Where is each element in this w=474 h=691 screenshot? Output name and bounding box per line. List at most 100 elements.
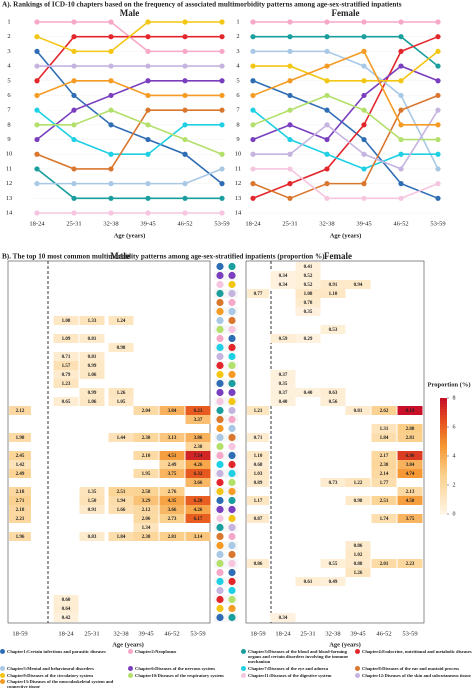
heat-cell (247, 478, 269, 487)
legend-item: Chapter9:Diseases of the circulatory sys… (0, 672, 128, 680)
x-tick-label: 32-38 (113, 630, 128, 637)
rank-point (361, 19, 367, 25)
marker-bg (214, 460, 238, 469)
heat-cell (159, 514, 185, 523)
heat-cell (133, 406, 159, 415)
heat-cell (159, 487, 185, 496)
colorbar-step (440, 432, 447, 436)
heat-cell (371, 406, 397, 415)
pattern-marker (216, 523, 224, 532)
heat-cell (320, 280, 346, 289)
heat-cell (185, 442, 211, 451)
rank-point (250, 92, 256, 99)
heat-cell (295, 271, 321, 280)
pattern-marker (228, 586, 236, 595)
cell-label: 0.91 (329, 283, 338, 288)
heat-cell (371, 469, 397, 478)
rank-point (219, 210, 225, 216)
cell-label: 4.74 (406, 472, 415, 477)
pattern-marker (228, 280, 236, 289)
heat-cell (320, 325, 346, 334)
legend-label: Chapter3:Diseases of the blood and blood… (248, 649, 349, 664)
rank-point (435, 92, 441, 99)
rank-point (108, 78, 114, 84)
panel-b-title: B). The top 10 most common multimorbidit… (2, 253, 325, 261)
rank-point (435, 78, 441, 84)
rank-point (34, 92, 40, 99)
cell-label: 0.86 (354, 544, 363, 549)
heat-cell (108, 433, 134, 442)
heat-cell (397, 433, 423, 442)
legend-label: Chapter9:Diseases of the circulatory sys… (7, 672, 93, 678)
y-tick-label: 11 (235, 165, 241, 172)
legend-swatch (0, 672, 5, 678)
y-tick-label: 11 (6, 165, 12, 172)
heat-cell (9, 451, 31, 460)
cell-label: 0.98 (354, 499, 363, 504)
pattern-marker (216, 469, 224, 478)
cell-label: 3.75 (168, 472, 177, 477)
legend-item: Chapter10:Diseases of the respiratory sy… (128, 672, 241, 680)
heatmap-frame (245, 260, 425, 624)
legend-swatch (0, 679, 5, 685)
cell-label: 1.03 (254, 472, 263, 477)
marker-bg (214, 271, 238, 280)
rank-point (361, 48, 367, 54)
pattern-marker (228, 370, 236, 379)
y-tick-label: 8 (7, 121, 10, 128)
cell-label: 2.62 (380, 409, 389, 414)
colorbar-step (440, 499, 447, 503)
colorbar-tick-label: 6 (453, 424, 456, 430)
pattern-marker (228, 496, 236, 505)
rank-point (71, 78, 77, 84)
rank-point (219, 19, 225, 25)
heat-cell (397, 496, 423, 505)
x-tick-label: 46-52 (376, 630, 391, 637)
legend: Chapter1:Certain infectious and parasiti… (0, 649, 474, 691)
marker-bg (214, 487, 238, 496)
cell-label: 2.18 (16, 490, 25, 495)
cell-label: 0.73 (329, 481, 338, 486)
rank-point (182, 136, 188, 143)
rank-point (398, 63, 404, 69)
x-axis-label: Age (years) (329, 641, 361, 648)
cell-label: 0.89 (254, 481, 263, 486)
rank-point (108, 19, 114, 25)
heat-cell (345, 568, 371, 577)
rank-point (34, 151, 40, 157)
rank-point (34, 136, 40, 143)
cell-label: 1.42 (16, 463, 25, 468)
heat-cell (397, 424, 423, 433)
rank-point (250, 19, 256, 25)
cell-label: 1.50 (88, 499, 97, 504)
cell-label: 1.22 (354, 481, 363, 486)
heat-cell (9, 514, 31, 523)
x-tick-label: 39-45 (356, 220, 371, 227)
pattern-marker (216, 298, 224, 307)
marker-bg (214, 532, 238, 541)
rank-point (250, 151, 256, 157)
cell-label: 0.61 (304, 580, 313, 585)
rank-point (250, 122, 256, 128)
cell-label: 8.19 (406, 409, 415, 414)
cell-label: 2.58 (142, 490, 151, 495)
cell-label: 2.04 (142, 409, 151, 414)
colorbar-step (440, 490, 447, 494)
rank-line (36, 50, 223, 185)
colorbar-step (440, 456, 447, 460)
heat-cell (371, 460, 397, 469)
heat-cell (270, 334, 296, 343)
marker-bg (214, 496, 238, 505)
cell-label: 1.21 (254, 409, 263, 414)
rank-point (108, 122, 114, 128)
pattern-marker (228, 388, 236, 397)
heat-cell (53, 595, 79, 604)
cell-label: 3.84 (406, 463, 415, 468)
x-tick-label: 53-59 (430, 220, 445, 227)
rank-point (34, 107, 40, 113)
rank-point (324, 166, 330, 172)
cell-label: 0.64 (62, 607, 71, 612)
rank-point (361, 166, 367, 172)
rank-point (324, 107, 330, 113)
cell-label: 3.29 (142, 499, 151, 504)
